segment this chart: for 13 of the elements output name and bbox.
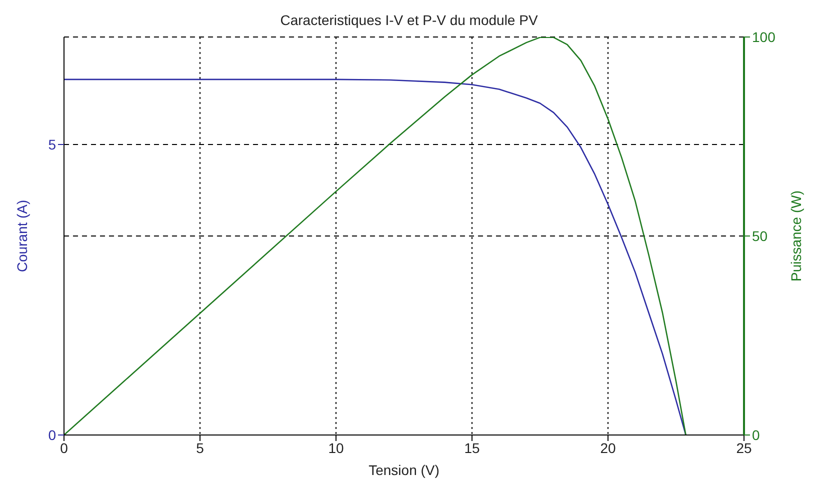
x-tick-label: 20 bbox=[600, 440, 616, 456]
x-tick-label: 0 bbox=[60, 440, 68, 456]
x-tick-label: 5 bbox=[196, 440, 204, 456]
y2-tick-label: 50 bbox=[752, 228, 768, 244]
chart-title: Caracteristiques I-V et P-V du module PV bbox=[279, 12, 539, 28]
y2-tick-label: 100 bbox=[752, 28, 776, 45]
y-axis-title: Courant (A) bbox=[14, 200, 30, 272]
y2-tick-label: 0 bbox=[752, 426, 760, 443]
x-tick-label: 15 bbox=[464, 440, 480, 456]
x-tick-label: 25 bbox=[736, 440, 752, 456]
y2-axis-title: Puissance (W) bbox=[788, 190, 804, 282]
x-tick-label: 10 bbox=[328, 440, 344, 456]
x-axis-title: Tension (V) bbox=[368, 462, 440, 478]
